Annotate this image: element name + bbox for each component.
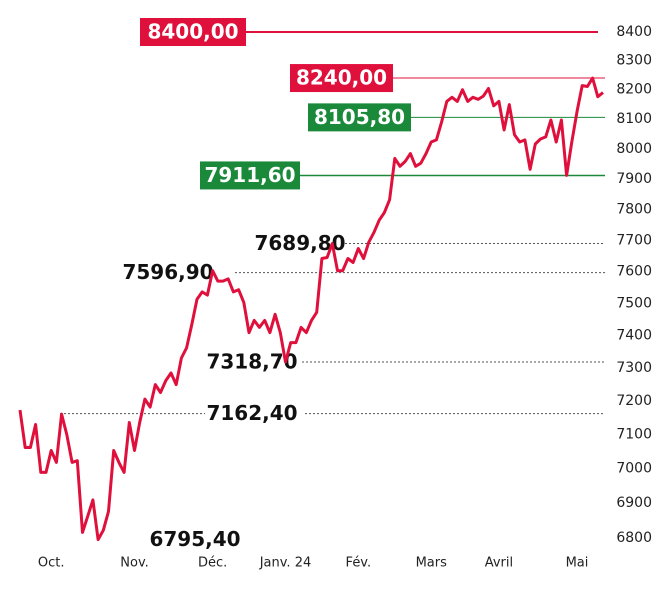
label-box [290,64,393,93]
x-tick-label: Déc. [198,556,227,571]
y-tick-label: 7700 [616,232,652,248]
label-box [200,161,300,190]
annotation-label: 8240,00 [296,66,387,90]
y-tick-label: 7200 [616,393,652,409]
y-tick-label: 7400 [616,328,652,344]
y-tick-label: 8400 [616,24,652,40]
annotation-label: 7318,70 [206,349,297,373]
annotation-label: 7911,60 [204,163,295,187]
y-tick-label: 7500 [616,295,652,311]
y-tick-label: 7800 [616,201,652,217]
x-tick-label: Mai [566,556,589,571]
y-tick-label: 8200 [616,82,652,98]
y-tick-label: 8000 [616,141,652,157]
y-tick-label: 7100 [616,427,652,443]
y-tick-label: 8100 [616,111,652,127]
x-tick-label: Mars [416,556,448,571]
x-tick-label: Oct. [38,556,65,571]
price-line [18,76,604,542]
x-tick-label: Nov. [120,556,149,571]
label-box [308,103,411,132]
annotation-label: 8105,80 [314,105,405,129]
y-tick-label: 6900 [616,495,652,511]
x-tick-label: Avril [485,556,513,571]
annotation-label: 6795,40 [149,527,240,551]
y-tick-label: 8300 [616,53,652,69]
annotation-label: 8400,00 [147,20,238,44]
y-tick-label: 7600 [616,264,652,280]
x-tick-label: Janv. 24 [259,556,312,571]
label-box [140,18,246,46]
y-tick-label: 7900 [616,171,652,187]
y-tick-label: 6800 [616,530,652,546]
annotation-label: 7162,40 [206,401,297,425]
annotation-label: 7596,90 [122,260,213,284]
y-tick-label: 7000 [616,461,652,477]
y-tick-label: 7300 [616,360,652,376]
x-tick-label: Fév. [346,556,372,571]
